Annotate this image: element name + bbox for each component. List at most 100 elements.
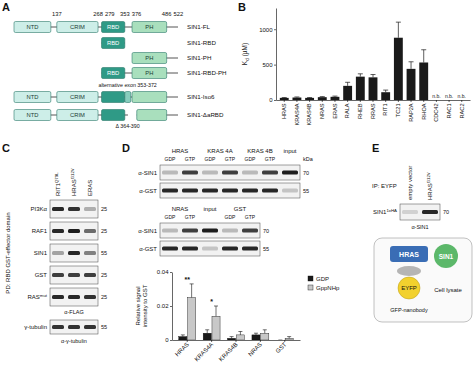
band [242, 189, 258, 193]
tick-mark [187, 340, 188, 342]
band [162, 229, 178, 233]
kda-unit: kDa [303, 156, 314, 162]
lane-label: HRASG12V [426, 172, 433, 200]
panel-label: D [122, 142, 130, 154]
band [182, 189, 198, 193]
plot-marks [179, 284, 293, 340]
kda-marker: 55 [101, 250, 107, 256]
tick-mark [236, 340, 237, 342]
row-label: γ-tubulin [24, 324, 47, 330]
bar [369, 77, 378, 100]
domain-name: RBD [107, 70, 119, 76]
lysate-frame [374, 238, 472, 322]
antibody: α-SIN1 [411, 224, 428, 230]
blot [50, 266, 98, 284]
band [242, 229, 258, 233]
error-bar [287, 337, 291, 339]
lane-label: GTP [245, 214, 256, 220]
bar [276, 340, 284, 341]
lane-label: GTP [185, 156, 196, 162]
bar [381, 92, 390, 100]
bar [331, 97, 340, 100]
domain-name: NTD [26, 94, 38, 100]
blot [160, 223, 260, 238]
label-superscript: mut [40, 293, 48, 298]
construct: RBDSIN1-RBD [102, 38, 217, 49]
significance: * [210, 298, 213, 305]
group-label: input [283, 148, 296, 154]
label-text: RIT1 [55, 182, 61, 196]
tick-label: ERAS [332, 103, 338, 119]
label-superscript: Q79L [54, 172, 59, 183]
annotation: n.b. [445, 93, 453, 99]
error-bar [371, 75, 376, 78]
tick-label: 500 [262, 62, 273, 68]
tick-mark [284, 100, 285, 102]
axis: 05001000 [259, 9, 276, 104]
domain-name: CRIM [70, 24, 85, 30]
label-text: PI3Kα [31, 206, 48, 212]
panel-label: C [2, 142, 10, 154]
tick: NRAS [319, 100, 325, 119]
node-shape [398, 277, 420, 299]
kda-marker: 70 [263, 228, 269, 234]
construct: NTDCRIMSIN1-ΔaRBDΔ 364-390 [14, 110, 224, 130]
node-shape [397, 266, 421, 276]
lane-label: empty vector [407, 166, 413, 200]
tick-label: KRAS4A [193, 341, 214, 362]
kda-marker: 25 [101, 294, 107, 300]
label-text: empty vector [407, 166, 413, 200]
row-label: SIN1 [34, 250, 48, 256]
band [182, 247, 198, 251]
panel-c: RIT1Q79LHRASG12VERASPI3Kα25RAF125SIN155G… [5, 168, 107, 344]
blot [50, 222, 98, 240]
error-bar [358, 74, 363, 77]
tick-mark [170, 340, 172, 341]
band [84, 273, 96, 277]
row-label: RAF1 [32, 228, 48, 234]
band [68, 295, 80, 299]
tick-mark [309, 100, 310, 102]
row-label: RASmut [27, 293, 47, 300]
label-text: HRAS [71, 179, 77, 196]
domain-box [137, 110, 167, 121]
tick-mark [274, 100, 276, 101]
residue-number: 376 [132, 11, 142, 17]
bar [212, 316, 220, 340]
tick: RAC1 [446, 100, 452, 118]
panel-b: 05001000HRASKRAS4AKRAS4BNRASERASRALARHEB… [241, 9, 471, 126]
band [52, 273, 64, 277]
band [242, 171, 258, 175]
tick: RAP2A [408, 100, 414, 122]
annotation: n.b. [458, 93, 466, 99]
kda-marker: 55 [101, 324, 107, 330]
panel-e: IP: EYFPempty vectorHRASG12VSIN11xHA70α-… [372, 166, 449, 230]
band [84, 325, 96, 329]
tick: 0 [269, 97, 276, 103]
band [222, 171, 238, 175]
domain-name: PH [145, 24, 153, 30]
error-bar [421, 50, 426, 63]
band [84, 229, 96, 233]
schematic: HRASSIN1EYFPGFP-nanobodyCell lysate [374, 238, 472, 322]
bar [419, 62, 428, 100]
tick-mark [423, 100, 424, 102]
bar [188, 298, 196, 341]
legend-label: GDP [316, 276, 329, 282]
group-label: KRAS 4A [207, 148, 232, 154]
tick-label: 0 [165, 337, 169, 343]
band [282, 189, 298, 193]
tick-label: KRAS4B [218, 341, 239, 362]
band [52, 325, 64, 329]
construct-name: SIN1-PH [187, 54, 211, 61]
band [202, 189, 218, 193]
bar [179, 337, 187, 340]
tick: RIT1 [382, 100, 388, 116]
band [84, 251, 96, 255]
kda-marker: 25 [101, 206, 107, 212]
kda-marker: 25 [101, 272, 107, 278]
tick-mark [274, 65, 276, 66]
band [202, 247, 218, 251]
panel-label: E [372, 142, 379, 154]
tick-label: GST [275, 341, 288, 354]
